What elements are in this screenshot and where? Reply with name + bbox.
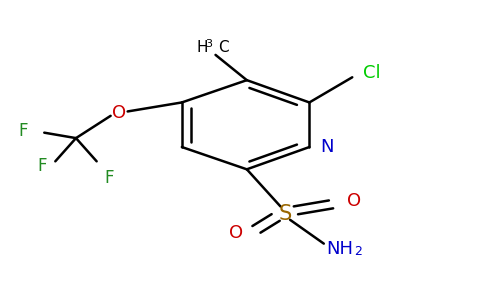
- Text: O: O: [347, 192, 361, 210]
- Text: 2: 2: [355, 245, 363, 258]
- Text: N: N: [320, 138, 333, 156]
- Text: F: F: [38, 157, 47, 175]
- Text: O: O: [112, 104, 126, 122]
- Text: F: F: [105, 169, 114, 187]
- Text: NH: NH: [326, 240, 353, 258]
- Text: C: C: [218, 40, 228, 55]
- Text: H: H: [197, 40, 208, 55]
- Text: Cl: Cl: [363, 64, 381, 82]
- Text: 3: 3: [205, 39, 212, 49]
- Text: F: F: [18, 122, 28, 140]
- Text: O: O: [229, 224, 243, 242]
- Text: S: S: [279, 204, 292, 224]
